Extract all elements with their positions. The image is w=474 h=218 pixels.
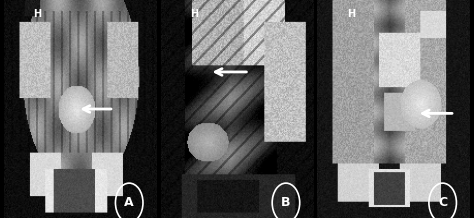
Text: C: C	[438, 196, 447, 209]
Text: H: H	[190, 9, 198, 19]
Text: B: B	[281, 196, 291, 209]
Text: A: A	[124, 196, 134, 209]
Text: H: H	[347, 9, 355, 19]
Text: H: H	[33, 9, 42, 19]
